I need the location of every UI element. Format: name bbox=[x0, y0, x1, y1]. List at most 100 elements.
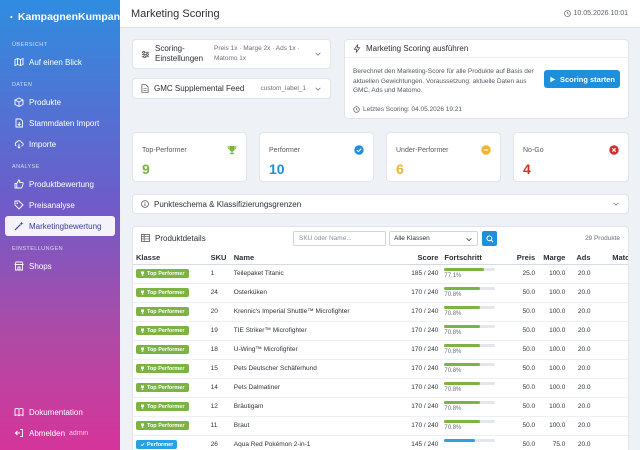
progress-fill bbox=[444, 438, 476, 442]
brand[interactable]: KampagnenKumpan bbox=[0, 0, 120, 34]
column-header[interactable]: Score bbox=[402, 252, 442, 265]
settings-label: Scoring-Einstellungen bbox=[155, 44, 204, 63]
sidebar-item-masterdata-import[interactable]: Stammdaten Import bbox=[5, 113, 115, 133]
box-icon bbox=[13, 97, 24, 108]
search-icon bbox=[485, 234, 494, 243]
column-header[interactable]: Klasse bbox=[133, 252, 208, 265]
table-row[interactable]: Top Performer 18 U-Wing™ Microfighter 170 /… bbox=[133, 340, 628, 360]
bolt-icon bbox=[353, 44, 361, 53]
price-cell: 50.0 bbox=[507, 340, 539, 360]
column-header[interactable]: Name bbox=[230, 252, 403, 265]
progress-fill bbox=[444, 362, 481, 366]
class-cell: Performer bbox=[133, 435, 208, 450]
progress-bar bbox=[444, 419, 496, 423]
score-cell: 170 / 240 bbox=[402, 378, 442, 398]
sidebar-item-imports[interactable]: Importe bbox=[5, 134, 115, 154]
margin-cell: 100.0 bbox=[538, 264, 569, 284]
stat-label: Performer bbox=[269, 147, 301, 154]
sidebar-item-marketing-rating[interactable]: Marketingbewertung bbox=[5, 216, 115, 236]
trophy-icon bbox=[141, 423, 144, 428]
start-scoring-button[interactable]: Scoring starten bbox=[544, 70, 620, 88]
table-row[interactable]: Top Performer 11 Braut 170 / 240 70.8% 50.0 10… bbox=[133, 416, 628, 436]
nav-section-analysis: ANALYSE bbox=[12, 164, 40, 170]
table-row[interactable]: Top Performer 14 Pets Dalmatiner 170 / 240 7… bbox=[133, 378, 628, 398]
sidebar-item-shops[interactable]: Shops bbox=[5, 256, 115, 276]
last-run-text: Letztes Scoring: 04.05.2026 19:21 bbox=[363, 106, 463, 113]
class-cell: Top Performer bbox=[133, 416, 208, 436]
progress-bar bbox=[444, 286, 496, 290]
name-cell: Bräutigam bbox=[230, 397, 403, 417]
sku-cell: 15 bbox=[207, 359, 231, 379]
sidebar-item-product-rating[interactable]: Produktbewertung bbox=[5, 174, 115, 194]
name-cell: Pets Deutscher Schäferhund bbox=[230, 359, 403, 379]
table-row[interactable]: Top Performer 24 Osterküken 170 / 240 70.8% 5… bbox=[133, 283, 628, 303]
margin-cell: 100.0 bbox=[538, 378, 569, 398]
sidebar-item-label: Produkte bbox=[29, 97, 62, 107]
docs-link[interactable]: Dokumentation bbox=[5, 402, 115, 422]
username: admin bbox=[69, 429, 89, 437]
feed-value: custom_label_1 bbox=[260, 84, 306, 92]
progress-fill bbox=[444, 343, 481, 347]
column-header[interactable]: Matomo bbox=[593, 252, 628, 265]
progress-fill bbox=[444, 400, 481, 404]
trophy-icon bbox=[141, 347, 144, 352]
gmc-feed-dropdown[interactable]: GMC Supplemental Feed custom_label_1 bbox=[132, 78, 331, 99]
table-row[interactable]: Top Performer 12 Bräutigam 170 / 240 70.8% 50… bbox=[133, 397, 628, 417]
logout-button[interactable]: Abmelden admin bbox=[5, 423, 115, 443]
sku-cell: 11 bbox=[207, 416, 231, 436]
progress-label: 77.1% bbox=[444, 272, 462, 279]
check-circle-icon bbox=[354, 145, 364, 155]
margin-cell: 75.0 bbox=[538, 435, 569, 450]
chevron-down-icon bbox=[315, 87, 321, 91]
table-row[interactable]: Performer 26 Aqua Red Pokémon 2-in-1 145 / … bbox=[133, 435, 628, 450]
sidebar-item-price-analysis[interactable]: Preisanalyse bbox=[5, 195, 115, 215]
progress-fill bbox=[444, 324, 481, 328]
progress-bar bbox=[444, 267, 496, 271]
progress-bar bbox=[444, 362, 496, 366]
column-header[interactable]: Preis bbox=[507, 252, 539, 265]
price-cell: 50.0 bbox=[507, 359, 539, 379]
sku-search-input[interactable] bbox=[293, 231, 386, 246]
stat-value: 6 bbox=[396, 161, 404, 177]
progress-fill bbox=[444, 267, 484, 271]
points-scheme-accordion[interactable]: Punkteschema & Klassifizierungsgrenzen bbox=[132, 194, 629, 214]
column-header[interactable]: Ads bbox=[568, 252, 594, 265]
progress-label: 70.8% bbox=[444, 291, 462, 298]
logout-icon bbox=[13, 428, 24, 439]
column-header[interactable]: Fortschritt bbox=[441, 252, 508, 265]
ads-cell: 20.0 bbox=[568, 397, 594, 417]
table-row[interactable]: Top Performer 15 Pets Deutscher Schäferhun… bbox=[133, 359, 628, 379]
trophy-icon bbox=[141, 366, 144, 371]
product-details-card: Produktdetails Alle Klassen 29 Produkte … bbox=[132, 226, 629, 450]
table-row[interactable]: Top Performer 1 Teilepaket Titanic 185 / 24… bbox=[133, 264, 628, 284]
score-cell: 170 / 240 bbox=[402, 340, 442, 360]
sidebar-item-label: Importe bbox=[29, 139, 57, 149]
class-cell: Top Performer bbox=[133, 359, 208, 379]
table-row[interactable]: Top Performer 19 TIE Striker™ Microfighter… bbox=[133, 321, 628, 341]
score-cell: 185 / 240 bbox=[402, 264, 442, 284]
sidebar-item-overview[interactable]: Auf einen Blick bbox=[5, 52, 115, 72]
stat-label: Under-Performer bbox=[396, 147, 449, 154]
column-header[interactable]: SKU bbox=[207, 252, 231, 265]
class-cell: Top Performer bbox=[133, 302, 208, 322]
stat-label: No-Go bbox=[523, 147, 544, 154]
sidebar-item-products[interactable]: Produkte bbox=[5, 92, 115, 112]
sidebar-item-label: Stammdaten Import bbox=[29, 118, 100, 128]
table-row[interactable]: Top Performer 20 Krennic's Imperial Shuttl… bbox=[133, 302, 628, 322]
class-badge: Top Performer bbox=[136, 269, 189, 278]
trophy-icon bbox=[141, 290, 144, 295]
scoring-settings-dropdown[interactable]: Scoring-Einstellungen Preis 1x · Marge 2… bbox=[132, 39, 331, 69]
ads-cell: 20.0 bbox=[568, 340, 594, 360]
name-cell: U-Wing™ Microfighter bbox=[230, 340, 403, 360]
class-cell: Top Performer bbox=[133, 283, 208, 303]
price-cell: 50.0 bbox=[507, 302, 539, 322]
search-button[interactable] bbox=[482, 231, 497, 246]
book-icon bbox=[13, 407, 24, 418]
margin-cell: 100.0 bbox=[538, 283, 569, 303]
progress-label: 70.8% bbox=[444, 329, 462, 336]
matomo-cell: 0.0 bbox=[593, 283, 628, 303]
class-filter-select[interactable]: Alle Klassen bbox=[389, 231, 478, 246]
column-header[interactable]: Marge bbox=[538, 252, 569, 265]
sku-cell: 12 bbox=[207, 397, 231, 417]
products-table: Klasse SKU Name Score Fortschritt Preis … bbox=[133, 252, 628, 450]
